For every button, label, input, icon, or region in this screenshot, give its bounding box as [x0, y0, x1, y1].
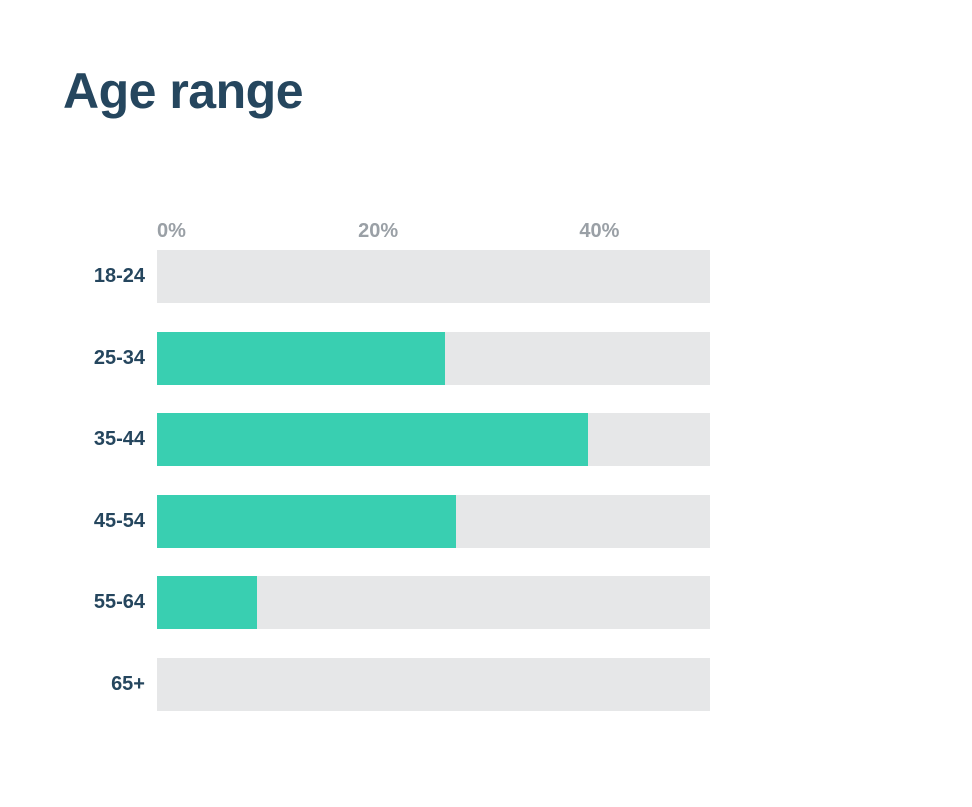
- category-label: 45-54: [93, 509, 145, 532]
- bar-track: [157, 494, 710, 548]
- category-label: 25-34: [93, 346, 145, 369]
- age-range-bar-chart: 0% 20% 40% 18-24 25-34 35-44 45-54 55-64 65+: [0, 220, 972, 711]
- category-label: 35-44: [93, 428, 145, 450]
- x-axis: 0% 20% 40%: [157, 220, 710, 250]
- chart-row: 35-44: [0, 413, 972, 466]
- x-axis-tick: 0%: [157, 220, 186, 242]
- x-axis-tick: 40%: [579, 220, 620, 242]
- category-label: 65+: [111, 672, 145, 695]
- bar-fill: [157, 494, 456, 548]
- bar-fill: [157, 576, 257, 629]
- x-axis-tick: 20%: [358, 220, 399, 242]
- chart-row: 18-24: [0, 250, 972, 303]
- bar-fill: [157, 331, 445, 385]
- chart-row: 25-34: [0, 331, 972, 385]
- category-label: 18-24: [93, 265, 145, 287]
- page-title: Age range: [63, 63, 304, 119]
- bar-track: [157, 576, 710, 629]
- chart-row: 55-64: [0, 576, 972, 629]
- survey-results-page: Age range 0% 20% 40% 18-24 25-34 35-44 45-54 5…: [0, 62, 972, 711]
- bar-track: [157, 331, 710, 385]
- bar-track: [157, 657, 710, 711]
- bar-track: [157, 413, 710, 466]
- chart-rows: 18-24 25-34 35-44 45-54 55-64 65+: [0, 250, 972, 711]
- category-label: 55-64: [93, 591, 145, 613]
- bar-track: [157, 250, 710, 303]
- bar-fill: [157, 413, 589, 466]
- chart-row: 45-54: [0, 494, 972, 548]
- chart-row: 65+: [0, 657, 972, 711]
